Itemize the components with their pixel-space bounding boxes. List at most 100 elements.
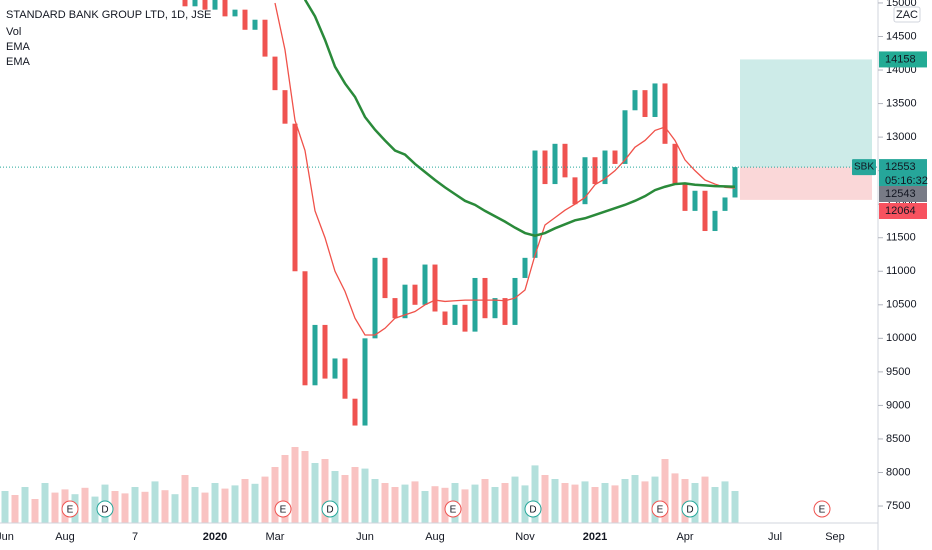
event-label[interactable]: D: [326, 505, 333, 516]
candle-body: [252, 19, 258, 30]
volume-bar: [211, 483, 219, 523]
volume-bar: [711, 487, 719, 523]
candle-body: [622, 110, 628, 164]
volume-bar: [341, 475, 349, 523]
candle-body: [222, 0, 228, 17]
event-label[interactable]: E: [819, 505, 826, 516]
volume-bar: [671, 473, 679, 523]
y-tick-label: 9000: [886, 399, 910, 411]
candle-body: [702, 190, 708, 232]
candle-body: [422, 264, 428, 305]
volume-bar: [51, 492, 59, 523]
volume-bar: [591, 487, 599, 523]
candle-body: [512, 277, 518, 325]
currency-box[interactable]: [893, 6, 921, 23]
candle-body: [282, 90, 288, 124]
target-zone: [740, 59, 872, 168]
candle-body: [352, 398, 358, 426]
countdown-label: 05:16:32: [885, 175, 928, 187]
volume-bar: [271, 467, 279, 523]
candle-body: [532, 150, 538, 258]
price-tag: [879, 159, 927, 190]
volume-bar: [201, 492, 209, 523]
x-tick-label: Nov: [515, 531, 535, 543]
volume-bar: [541, 475, 549, 523]
candle-body: [452, 304, 458, 325]
price-tag-label: 12553: [885, 161, 916, 173]
candle-body: [382, 257, 388, 299]
volume-bar: [551, 479, 559, 523]
event-label[interactable]: D: [101, 505, 108, 516]
volume-bar: [661, 459, 669, 523]
candle-body: [572, 177, 578, 205]
candle-body: [272, 56, 278, 91]
legend-ema: EMA: [6, 56, 31, 68]
x-tick-label: Jun: [0, 531, 14, 543]
volume-bar: [121, 493, 129, 523]
candle-body: [582, 157, 588, 205]
event-marker[interactable]: [813, 500, 831, 518]
event-marker[interactable]: [444, 500, 462, 518]
event-marker[interactable]: [524, 500, 542, 518]
volume-bar: [171, 494, 179, 523]
y-tick-label: 9500: [886, 366, 910, 378]
volume-bar: [481, 479, 489, 523]
event-marker[interactable]: [96, 500, 114, 518]
event-label[interactable]: E: [280, 505, 287, 516]
event-marker[interactable]: [681, 500, 699, 518]
candle-body: [662, 83, 668, 144]
volume-bar: [491, 487, 499, 523]
candle-body: [192, 0, 198, 7]
candle-body: [462, 304, 468, 332]
candle-body: [492, 298, 498, 319]
price-tag: [879, 203, 927, 219]
currency-label[interactable]: ZAC: [896, 9, 918, 21]
volume-bar: [511, 476, 519, 523]
volume-bar: [161, 490, 169, 523]
x-tick-label: 2020: [203, 531, 227, 543]
volume-bar: [631, 475, 639, 523]
volume-bar: [381, 483, 389, 523]
candle-body: [392, 298, 398, 319]
candle-body: [692, 190, 698, 211]
candle-body: [472, 277, 478, 332]
volume-bar: [461, 489, 469, 523]
event-label[interactable]: D: [529, 505, 536, 516]
volume-bar: [141, 491, 149, 523]
volume-bar: [311, 463, 319, 523]
symbol-title: STANDARD BANK GROUP LTD, 1D, JSE: [6, 9, 211, 21]
volume-bar: [611, 485, 619, 523]
candle-body: [232, 9, 238, 17]
event-label[interactable]: E: [67, 505, 74, 516]
candle-body: [412, 284, 418, 305]
candle-body: [682, 184, 688, 211]
volume-bar: [361, 468, 369, 523]
legend-ema: EMA: [6, 41, 31, 53]
y-tick-label: 8500: [886, 433, 910, 445]
y-tick-label: 11000: [886, 265, 916, 277]
event-marker[interactable]: [61, 500, 79, 518]
volume-bar: [31, 499, 39, 523]
event-label[interactable]: E: [450, 505, 457, 516]
y-tick-label: 13500: [886, 97, 917, 109]
event-label[interactable]: D: [686, 505, 693, 516]
y-tick-label: 13000: [886, 131, 917, 143]
candle-body: [672, 143, 678, 185]
volume-bar: [561, 483, 569, 523]
volume-bar: [131, 487, 139, 523]
event-marker[interactable]: [274, 500, 292, 518]
candle-body: [632, 90, 638, 111]
volume-bar: [151, 481, 159, 523]
plot-area: [0, 0, 878, 523]
event-marker[interactable]: [321, 500, 339, 518]
candle-body: [502, 298, 508, 325]
x-tick-label: Apr: [676, 531, 693, 543]
candle-body: [242, 9, 248, 30]
event-label[interactable]: E: [657, 505, 664, 516]
volume-bar: [241, 479, 249, 523]
candle-body: [602, 150, 608, 185]
volume-bar: [411, 481, 419, 523]
candle-body: [732, 167, 738, 198]
volume-bar: [401, 484, 409, 523]
event-marker[interactable]: [651, 500, 669, 518]
